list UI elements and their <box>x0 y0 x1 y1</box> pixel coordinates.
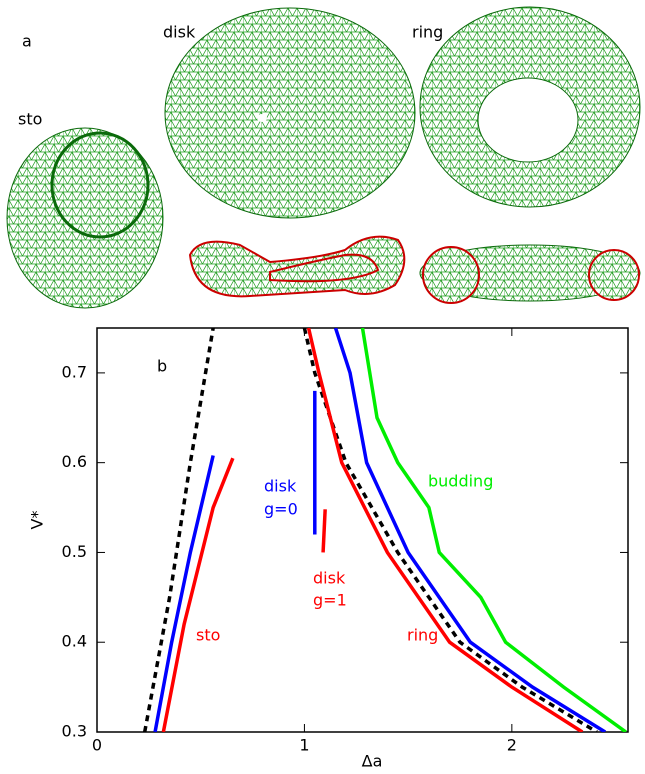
y-tick-label: 0.7 <box>62 362 87 381</box>
series-line <box>321 509 327 553</box>
panel-label: a <box>22 32 32 51</box>
y-tick-label: 0.3 <box>62 722 87 741</box>
annotation: budding <box>428 472 493 491</box>
series-line <box>153 455 215 732</box>
y-tick-label: 0.6 <box>62 452 87 471</box>
annotation: ring <box>407 626 438 645</box>
x-tick-label: 2 <box>507 736 517 755</box>
shape-label: ring <box>412 23 443 42</box>
annotation: g=0 <box>264 500 298 519</box>
y-tick-label: 0.4 <box>62 632 87 651</box>
panel-label: b <box>157 357 167 376</box>
x-axis-label: Δa <box>362 752 383 771</box>
annotation: disk <box>313 569 346 588</box>
series-line <box>333 328 607 732</box>
shape-label: disk <box>163 23 196 42</box>
y-tick-label: 0.5 <box>62 542 87 561</box>
series-line <box>302 328 598 732</box>
x-tick-label: 1 <box>299 736 309 755</box>
series-line <box>360 328 627 732</box>
series-line <box>306 328 584 732</box>
annotation: g=1 <box>313 591 347 610</box>
x-tick-label: 0 <box>92 736 102 755</box>
annotation: disk <box>264 477 297 496</box>
mesh-images <box>6 6 641 309</box>
annotation: sto <box>196 626 220 645</box>
series-line <box>161 457 235 732</box>
y-axis-label: V* <box>28 511 47 530</box>
series-line <box>142 328 215 732</box>
shape-label: sto <box>18 110 42 129</box>
